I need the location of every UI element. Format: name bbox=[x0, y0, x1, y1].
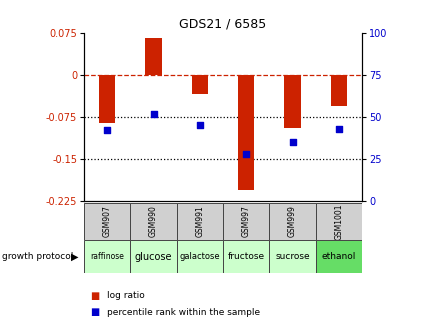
Bar bbox=[130, 240, 176, 273]
Text: ■: ■ bbox=[90, 291, 99, 301]
Text: ■: ■ bbox=[90, 307, 99, 317]
Text: raffinose: raffinose bbox=[90, 252, 124, 261]
Bar bbox=[84, 240, 130, 273]
Text: galactose: galactose bbox=[179, 252, 220, 261]
Bar bbox=[145, 38, 161, 75]
Point bbox=[196, 123, 203, 128]
Point bbox=[104, 128, 111, 133]
Bar bbox=[223, 203, 269, 240]
Bar bbox=[99, 75, 115, 123]
Point bbox=[335, 126, 341, 131]
Bar bbox=[237, 75, 254, 190]
Text: ▶: ▶ bbox=[71, 252, 79, 262]
Bar bbox=[330, 75, 346, 106]
Bar bbox=[315, 240, 361, 273]
Bar bbox=[223, 240, 269, 273]
Title: GDS21 / 6585: GDS21 / 6585 bbox=[179, 17, 266, 30]
Bar bbox=[130, 203, 176, 240]
Text: glucose: glucose bbox=[135, 252, 172, 262]
Bar bbox=[191, 75, 208, 95]
Text: percentile rank within the sample: percentile rank within the sample bbox=[107, 308, 259, 317]
Bar bbox=[84, 203, 130, 240]
Bar bbox=[315, 203, 361, 240]
Bar bbox=[269, 203, 315, 240]
Text: sucrose: sucrose bbox=[275, 252, 309, 261]
Text: GSM990: GSM990 bbox=[149, 206, 158, 237]
Point bbox=[150, 111, 157, 116]
Bar bbox=[176, 240, 223, 273]
Text: GSM1001: GSM1001 bbox=[334, 203, 343, 240]
Text: GSM991: GSM991 bbox=[195, 206, 204, 237]
Text: ethanol: ethanol bbox=[321, 252, 355, 261]
Text: GSM999: GSM999 bbox=[287, 206, 296, 237]
Text: GSM997: GSM997 bbox=[241, 206, 250, 237]
Text: GSM907: GSM907 bbox=[102, 206, 111, 237]
Text: growth protocol: growth protocol bbox=[2, 252, 74, 261]
Bar bbox=[284, 75, 300, 128]
Text: fructose: fructose bbox=[227, 252, 264, 261]
Point bbox=[289, 140, 295, 145]
Text: log ratio: log ratio bbox=[107, 291, 144, 301]
Bar bbox=[269, 240, 315, 273]
Bar bbox=[176, 203, 223, 240]
Point bbox=[242, 151, 249, 157]
